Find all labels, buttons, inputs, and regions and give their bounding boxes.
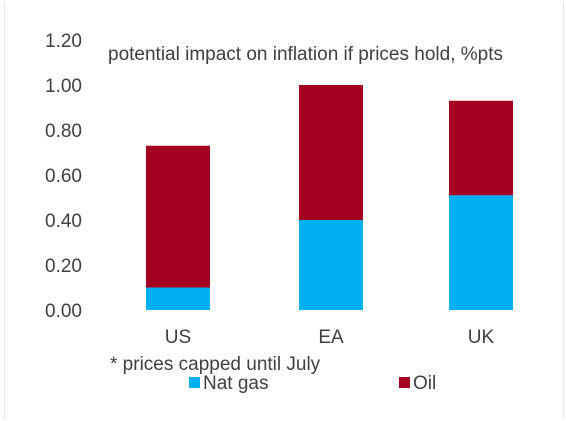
y-tick-label: 0.20 — [45, 256, 82, 277]
y-tick-label: 1.00 — [45, 76, 82, 97]
y-tick-label: 0.00 — [45, 301, 82, 322]
bar-ea-oil — [299, 85, 363, 220]
legend-swatch — [399, 377, 410, 388]
y-tick-label: 1.20 — [45, 31, 82, 52]
legend: Nat gas Oil — [189, 373, 436, 394]
chart-title: potential impact on inflation if prices … — [108, 44, 503, 65]
y-tick-label: 0.60 — [45, 166, 82, 187]
chart-annotation: * prices capped until July — [110, 354, 321, 375]
chart-frame — [4, 2, 564, 419]
y-axis-ticks: 0.00 0.20 0.40 0.60 0.80 1.00 1.20 — [45, 31, 82, 322]
bars — [146, 85, 513, 310]
y-tick-label: 0.80 — [45, 121, 82, 142]
bar-uk-oil — [449, 100, 513, 196]
x-tick-label: US — [165, 327, 191, 348]
x-tick-label: UK — [468, 327, 495, 348]
bar-uk-nat-gas — [449, 195, 513, 310]
x-axis-ticks: US EA UK — [165, 327, 495, 348]
legend-label: Oil — [413, 373, 436, 394]
y-tick-label: 0.40 — [45, 211, 82, 232]
legend-swatch — [189, 377, 200, 388]
x-tick-label: EA — [318, 327, 344, 348]
legend-label: Nat gas — [203, 373, 268, 394]
bar-ea-nat-gas — [299, 220, 363, 310]
bar-us-nat-gas — [146, 287, 210, 310]
bar-us-oil — [146, 145, 210, 288]
